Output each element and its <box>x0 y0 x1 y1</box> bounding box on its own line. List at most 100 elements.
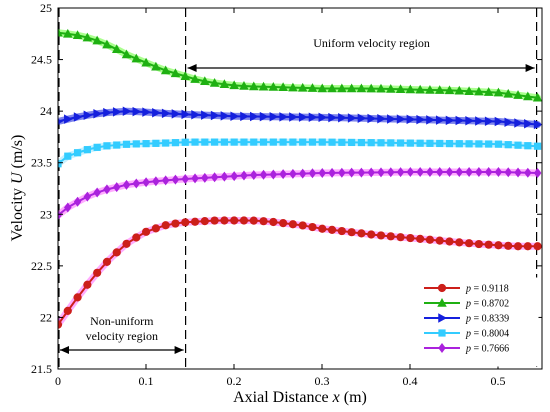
series-5-point-16 <box>201 172 209 183</box>
series-1-point-15 <box>190 217 200 226</box>
series-2-point-43 <box>464 86 474 95</box>
series-4-point-42 <box>455 140 463 148</box>
series-1-point-6 <box>102 257 112 267</box>
series-5-point-32 <box>357 167 366 178</box>
series-2-point-45 <box>483 87 494 96</box>
series-5-point-36 <box>396 167 405 178</box>
series-2-point-15 <box>190 74 200 83</box>
series-4-point-40 <box>436 139 444 148</box>
series-2-point-39 <box>425 84 435 94</box>
series-4-point-30 <box>338 138 346 146</box>
series-2-point-29 <box>327 83 337 93</box>
series-4-point-17 <box>211 138 219 146</box>
series-2-point-49 <box>523 91 533 101</box>
series-1-point-25 <box>288 220 298 229</box>
series-3-point-22 <box>259 111 269 122</box>
series-1-point-48 <box>513 242 523 251</box>
series-2-point-46 <box>493 87 504 97</box>
legend-entry-2: p = 0.8702 <box>424 298 509 310</box>
series-4-point-22 <box>259 138 268 146</box>
series-5-point-23 <box>269 169 278 180</box>
series-2-point-9 <box>131 53 142 63</box>
series-2-point-31 <box>346 83 357 93</box>
series-4 <box>58 138 542 168</box>
legend-entry-3: p = 0.8339 <box>424 313 509 325</box>
series-3-point-17 <box>210 110 220 121</box>
series-4-point-6 <box>103 142 111 150</box>
series-4-point-43 <box>465 140 473 148</box>
series-2-point-24 <box>278 82 288 92</box>
series-3-point-48 <box>514 118 524 128</box>
series-1-point-38 <box>416 234 425 244</box>
series-3-point-47 <box>504 117 514 128</box>
series-1-point-30 <box>337 226 346 236</box>
series-3-point-40 <box>435 115 445 125</box>
series-3-point-37 <box>406 114 416 125</box>
y-tick-label-7: 24.5 <box>31 53 52 67</box>
series-5-point-31 <box>347 167 356 178</box>
series-1-point-37 <box>406 233 415 243</box>
legend-label-5: p = 0.7666 <box>465 344 509 355</box>
series-2-point-13 <box>170 68 181 78</box>
x-axis-title-suffix: (m) <box>340 389 367 406</box>
series-1-point-43 <box>464 239 474 248</box>
series-5-point-28 <box>318 168 327 179</box>
series-5-point-21 <box>250 170 258 181</box>
series-2-point-7 <box>111 44 122 54</box>
series-5-point-46 <box>494 167 503 178</box>
series-5-point-50 <box>533 168 542 179</box>
series-5-point-8 <box>122 179 131 190</box>
series-3-point-18 <box>220 111 230 121</box>
legend-marker-1 <box>437 283 447 293</box>
series-4-point-32 <box>357 138 366 147</box>
series-1-point-14 <box>181 218 190 227</box>
series-5 <box>58 166 542 221</box>
series-4-point-23 <box>269 138 277 146</box>
series-4-point-24 <box>279 138 287 146</box>
series-5-point-40 <box>435 166 444 177</box>
series-2-point-19 <box>229 80 239 90</box>
series-2-point-12 <box>160 65 171 75</box>
series-3-point-9 <box>132 106 142 117</box>
series-2-point-21 <box>249 81 259 91</box>
series-1-point-12 <box>161 221 170 230</box>
x-axis-title-prefix: Axial Distance <box>233 389 333 406</box>
series-1-point-1 <box>58 320 63 329</box>
series-4-point-36 <box>396 139 405 147</box>
series-3-point-7 <box>112 107 122 117</box>
series-2-point-20 <box>239 80 249 90</box>
series-1-point-24 <box>279 219 288 228</box>
series-1-point-13 <box>171 219 180 228</box>
series-3-point-31 <box>347 113 357 123</box>
series-1-point-31 <box>347 228 356 237</box>
series-1-point-28 <box>318 224 327 233</box>
series-3-point-39 <box>426 115 435 125</box>
series-4-point-21 <box>250 138 258 146</box>
series-1-point-7 <box>112 248 121 257</box>
series-4-point-46 <box>494 140 503 148</box>
series-5-point-9 <box>132 178 141 189</box>
series-2-point-16 <box>200 76 210 86</box>
series-2-point-6 <box>102 39 112 49</box>
series-5-line <box>58 171 538 217</box>
series-2-point-1 <box>58 27 63 37</box>
uniform-region-arrowhead-right <box>525 64 535 72</box>
series-3-point-6 <box>103 107 112 118</box>
series-3-point-10 <box>142 107 152 117</box>
series-3-point-2 <box>64 114 73 124</box>
plot-frame <box>57 7 543 370</box>
series-4-point-13 <box>171 139 180 147</box>
series-2-point-47 <box>503 88 513 98</box>
series-2-point-41 <box>444 85 455 95</box>
legend-marker-3 <box>438 313 447 323</box>
x-axis-title: Axial Distance x (m) <box>233 389 367 406</box>
legend-label-var-4: p <box>465 329 471 340</box>
series-4-point-49 <box>524 142 532 150</box>
legend-entry-1: p = 0.9118 <box>424 284 509 295</box>
series-2-point-40 <box>434 85 445 94</box>
series-5-point-25 <box>289 168 297 179</box>
series-5-point-48 <box>514 167 522 178</box>
series-4-point-8 <box>122 140 131 148</box>
series-4-point-27 <box>308 138 317 146</box>
